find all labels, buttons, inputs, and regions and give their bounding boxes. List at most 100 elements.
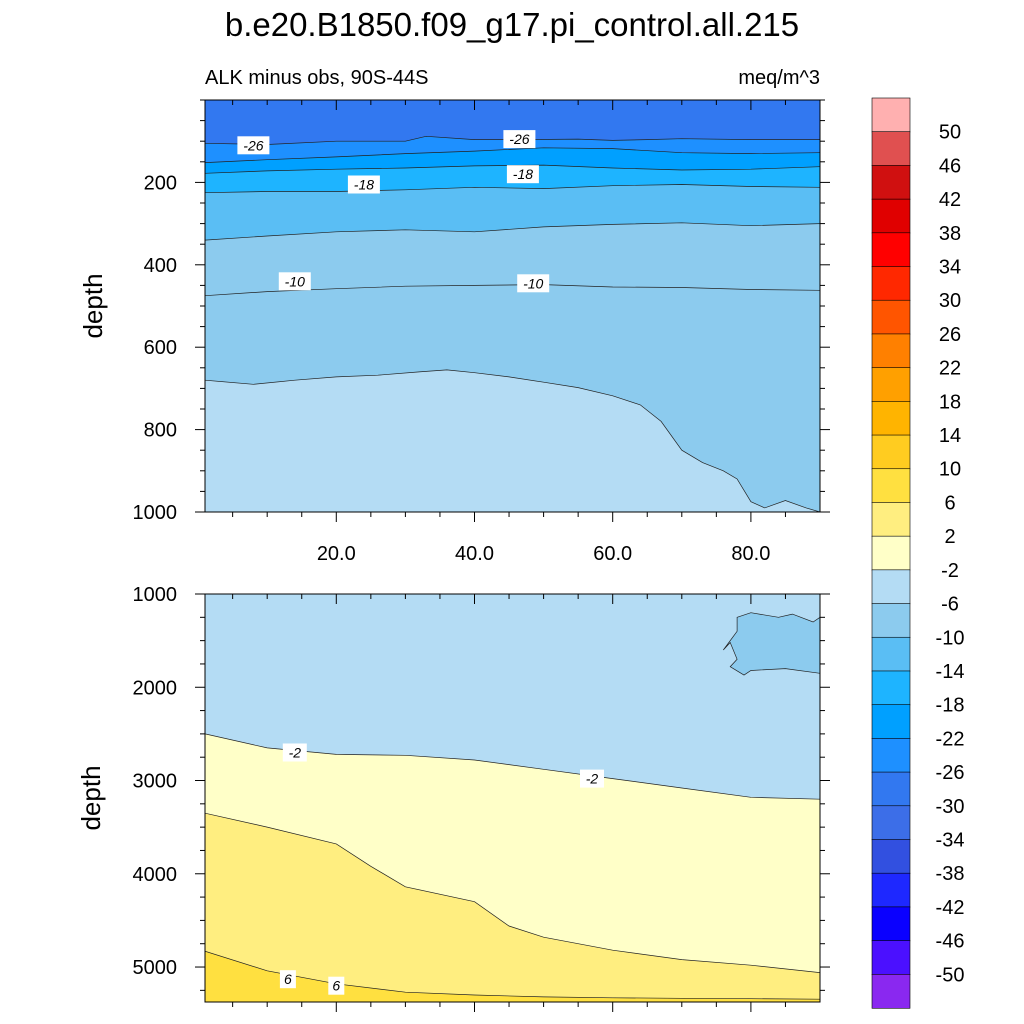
contour-label-text: 6 bbox=[284, 971, 292, 987]
colorbar-label: 18 bbox=[939, 391, 961, 413]
contour-label: -10 bbox=[278, 272, 311, 291]
colorbar-swatch bbox=[871, 266, 911, 301]
contour-label-text: -18 bbox=[513, 166, 533, 182]
colorbar-swatch bbox=[871, 468, 911, 504]
colorbar-label: -38 bbox=[936, 863, 965, 885]
colorbar-swatch bbox=[871, 165, 911, 200]
lower-panel: -2 -2 6 6 1000 2000 3000 4000 5000 depth bbox=[76, 584, 830, 1012]
y-tick-label: 3000 bbox=[133, 771, 178, 793]
contour-label: 6 bbox=[279, 970, 296, 989]
lower-ticks: 1000 2000 3000 4000 5000 bbox=[133, 584, 830, 1012]
colorbar-label: -50 bbox=[936, 964, 965, 986]
contour-label-text: -2 bbox=[289, 745, 302, 761]
upper-ylabel: depth bbox=[78, 273, 108, 338]
colorbar-swatch bbox=[871, 367, 911, 402]
colorbar-label: 38 bbox=[939, 223, 961, 245]
lower-contour-fills bbox=[205, 594, 820, 1002]
y-tick-label: 4000 bbox=[133, 864, 178, 886]
colorbar-swatch bbox=[871, 333, 911, 369]
x-tick-label: 20.0 bbox=[317, 543, 356, 565]
colorbar-label: 6 bbox=[944, 492, 955, 514]
colorbar-label: 50 bbox=[939, 122, 961, 144]
colorbar-swatch bbox=[871, 940, 911, 975]
y-tick-label: 400 bbox=[144, 255, 177, 277]
colorbar-swatch bbox=[871, 535, 911, 571]
colorbar-swatch bbox=[871, 805, 911, 841]
contour-line bbox=[205, 147, 820, 163]
colorbar-label: 22 bbox=[939, 358, 961, 380]
colorbar-swatch bbox=[871, 839, 911, 874]
y-tick-label: 600 bbox=[144, 337, 177, 359]
colorbar-swatch bbox=[871, 434, 911, 470]
colorbar-swatch bbox=[871, 502, 911, 537]
y-tick-label: 5000 bbox=[133, 957, 178, 979]
contour-label-text: -10 bbox=[523, 275, 543, 291]
colorbar-label: 30 bbox=[939, 290, 961, 312]
contour-label-text: -26 bbox=[243, 137, 263, 153]
colorbar-label: -34 bbox=[936, 830, 965, 852]
colorbar-swatch bbox=[871, 603, 911, 638]
contour-label: -2 bbox=[580, 769, 604, 788]
colorbar-swatch bbox=[871, 704, 911, 739]
contour-label: -2 bbox=[282, 743, 307, 762]
x-tick-label: 80.0 bbox=[731, 543, 770, 565]
colorbar-swatch bbox=[871, 401, 911, 436]
colorbar-label: -42 bbox=[936, 897, 965, 919]
colorbar-label: 42 bbox=[939, 189, 961, 211]
colorbar-swatch bbox=[871, 232, 911, 268]
contour-label: -18 bbox=[506, 165, 539, 184]
contour-label-text: 6 bbox=[332, 978, 340, 994]
contour-line bbox=[205, 369, 820, 512]
y-tick-label: 1000 bbox=[133, 584, 178, 606]
band-fill bbox=[205, 813, 820, 1002]
lower-contour-labels: -2 -2 6 6 bbox=[279, 743, 604, 995]
contour-label: 6 bbox=[328, 976, 345, 995]
colorbar-label: 14 bbox=[939, 425, 961, 447]
contour-line bbox=[205, 812, 820, 973]
contour-line bbox=[205, 184, 820, 194]
contour-label-text: -10 bbox=[285, 273, 305, 289]
colorbar-swatch bbox=[871, 198, 911, 234]
colorbar-swatch bbox=[871, 906, 911, 942]
y-tick-label: 200 bbox=[144, 172, 177, 194]
colorbar-swatch bbox=[871, 131, 911, 166]
colorbar-swatch bbox=[871, 97, 911, 133]
contour-label: -10 bbox=[517, 274, 550, 293]
band-fill bbox=[723, 612, 820, 676]
colorbar-label: 10 bbox=[939, 459, 961, 481]
colorbar-label: 46 bbox=[939, 155, 961, 177]
contour-line bbox=[723, 612, 820, 676]
colorbar-label: -10 bbox=[936, 627, 965, 649]
x-tick-label: 40.0 bbox=[455, 543, 494, 565]
upper-ticks: 20.0 40.0 60.0 80.0 200 400 600 800 1000 bbox=[133, 99, 830, 565]
colorbar-label: -26 bbox=[936, 762, 965, 784]
colorbar: 50 46 42 38 34 30 26 22 18 14 10 6 2 -2 -6 -10 -14 -18 -22… bbox=[871, 97, 965, 1009]
colorbar-label: -22 bbox=[936, 728, 965, 750]
colorbar-label: -2 bbox=[941, 560, 959, 582]
colorbar-label: -30 bbox=[936, 796, 965, 818]
contour-label: -26 bbox=[503, 130, 536, 149]
colorbar-swatch bbox=[871, 569, 911, 605]
contour-label-text: -26 bbox=[509, 131, 529, 147]
y-tick-label: 800 bbox=[144, 420, 177, 442]
lower-ylabel: depth bbox=[76, 765, 106, 830]
upper-contour-fills bbox=[205, 100, 820, 512]
colorbar-label: -14 bbox=[936, 661, 965, 683]
contour-line bbox=[205, 950, 820, 1000]
upper-panel: -26 -26 -18 -18 -10 -10 20.0 40.0 60.0 80.0 200 40… bbox=[78, 99, 830, 565]
contour-label-text: -2 bbox=[586, 771, 599, 787]
x-tick-label: 60.0 bbox=[593, 543, 632, 565]
lower-plot-frame bbox=[204, 593, 821, 1003]
colorbar-swatch bbox=[871, 636, 911, 672]
contour-line bbox=[205, 222, 820, 241]
contour-label-text: -18 bbox=[354, 177, 374, 193]
band-fill bbox=[205, 951, 820, 1002]
subtitle-left: ALK minus obs, 90S-44S bbox=[205, 67, 428, 89]
colorbar-label: -46 bbox=[936, 931, 965, 953]
band-fill bbox=[205, 369, 820, 512]
subtitle-right: meq/m^3 bbox=[738, 67, 820, 89]
colorbar-swatch bbox=[871, 872, 911, 908]
colorbar-label: -18 bbox=[936, 695, 965, 717]
colorbar-label: 34 bbox=[939, 257, 961, 279]
